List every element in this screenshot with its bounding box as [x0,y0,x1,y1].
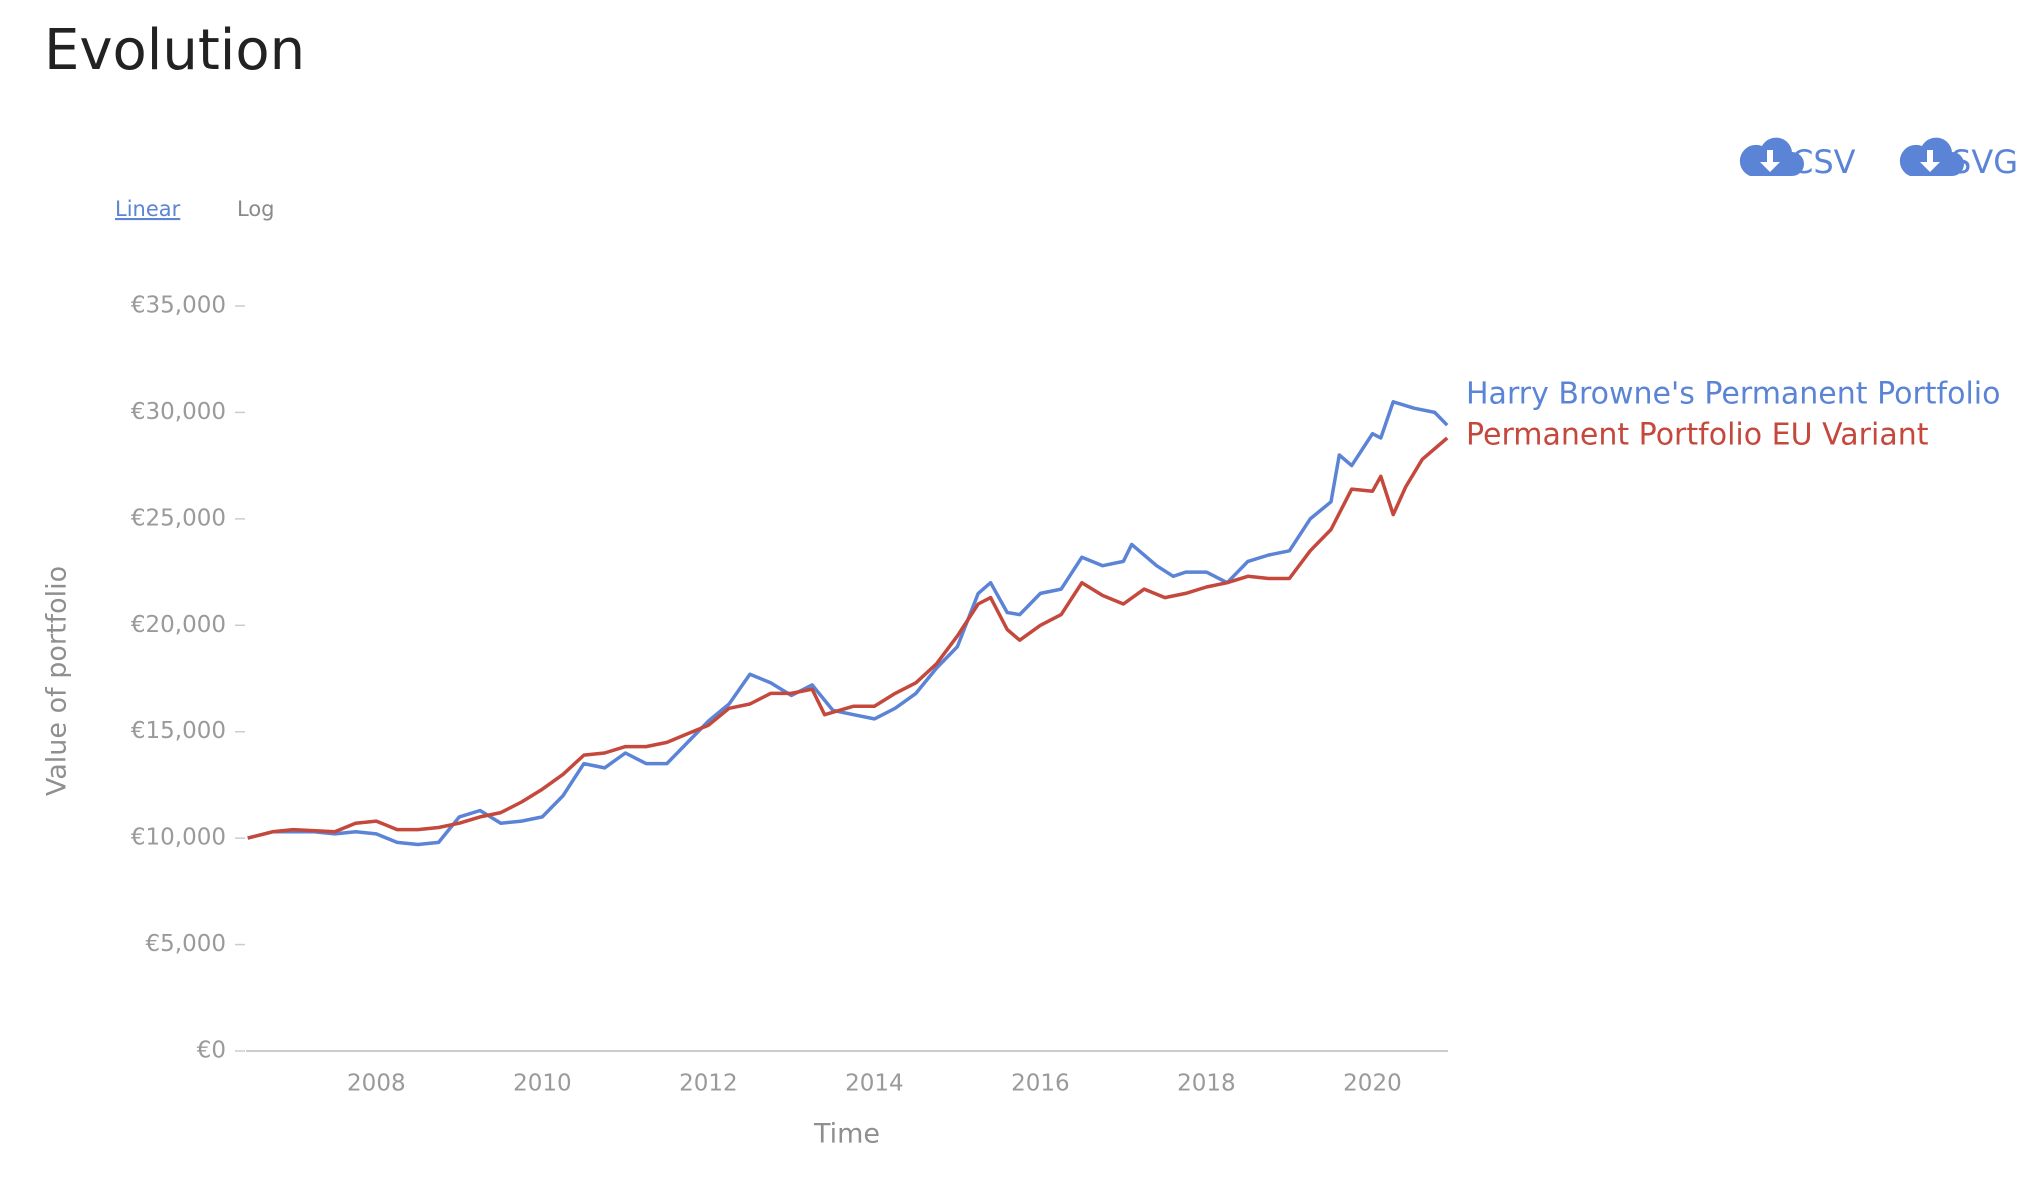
download-button[interactable]: SVG [1899,137,2018,181]
y-tick-label: €30,000 [131,399,226,425]
x-tick-label: 2018 [1177,1071,1236,1097]
y-tick-label: €10,000 [131,825,226,851]
x-tick-label: 2020 [1343,1071,1402,1097]
y-tick-label: €15,000 [131,718,226,744]
series-line [247,400,1449,847]
x-tick-label: 2008 [347,1071,406,1097]
download-label[interactable]: CSV [1791,143,1856,181]
scale-toggle[interactable]: Linear [115,197,181,221]
x-tick-label: 2016 [1011,1071,1070,1097]
series-label: Harry Browne's Permanent Portfolio [1466,377,2001,412]
x-axis-title: Time [813,1119,880,1150]
y-tick-label: €35,000 [131,293,226,319]
page-title: Evolution [44,18,305,83]
scale-toggle[interactable]: Log [237,197,275,221]
x-tick-label: 2010 [513,1071,572,1097]
x-tick-label: 2014 [845,1071,904,1097]
y-tick-label: €0 [197,1038,226,1064]
y-axis-title: Value of portfolio [42,566,73,796]
series-line [247,436,1449,840]
y-tick-label: €20,000 [131,612,226,638]
download-label[interactable]: SVG [1951,143,2018,181]
x-tick-label: 2012 [679,1071,738,1097]
y-tick-label: €5,000 [146,931,226,957]
y-tick-label: €25,000 [131,505,226,531]
series-label: Permanent Portfolio EU Variant [1466,418,1929,453]
download-button[interactable]: CSV [1739,137,1856,181]
